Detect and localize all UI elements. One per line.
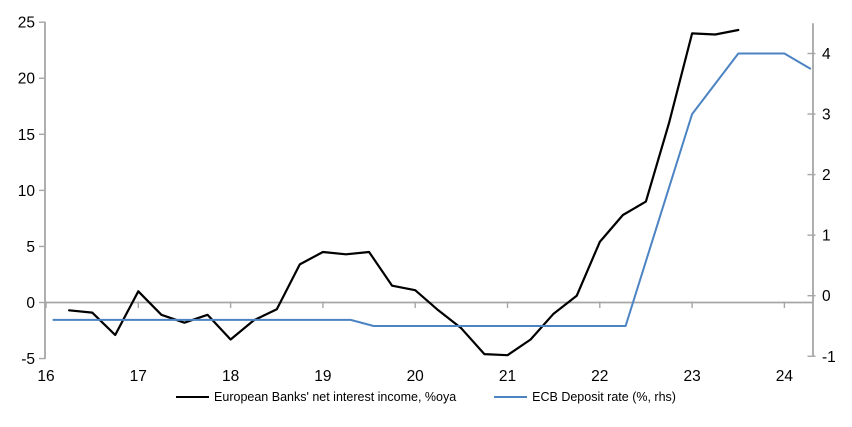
legend-item-net-interest-income: European Banks' net interest income, %oy…	[176, 390, 456, 404]
legend-label-ecb-deposit-rate: ECB Deposit rate (%, rhs)	[532, 390, 676, 404]
right-axis-tick-label: -1	[822, 349, 836, 366]
left-axis-tick-label: 15	[18, 127, 35, 144]
legend-item-ecb-deposit-rate: ECB Deposit rate (%, rhs)	[494, 390, 676, 404]
left-axis-tick-label: 5	[26, 239, 35, 256]
series-line-net-interest-income	[67, 28, 740, 357]
right-axis-tick-label: 4	[822, 46, 831, 63]
series-line-ecb-deposit-rate	[52, 52, 812, 327]
x-axis-tick-label: 19	[314, 368, 331, 385]
left-axis-tick-label: 10	[18, 183, 36, 200]
right-axis-tick-label: 0	[822, 288, 831, 305]
x-axis-tick-label: 18	[222, 368, 239, 385]
right-axis-tick-label: 3	[822, 107, 831, 124]
nii-line-swatch	[176, 396, 210, 398]
x-axis: 16 17 18 19 20 21 22 23 24	[37, 301, 794, 385]
left-axis-tick-label: 20	[18, 71, 36, 88]
x-axis-tick-label: 20	[407, 368, 425, 385]
right-axis: 4 3 2 1 0 -1	[807, 23, 836, 366]
ecb-line-swatch	[494, 396, 528, 398]
x-axis-tick-label: 23	[683, 368, 700, 385]
x-axis-tick-label: 17	[130, 368, 147, 385]
legend-label-net-interest-income: European Banks' net interest income, %oy…	[214, 390, 457, 404]
left-axis-tick-label: -5	[21, 351, 35, 368]
left-axis: 25 20 15 10 5 0 -5	[18, 15, 46, 368]
left-axis-tick-label: 25	[18, 15, 35, 32]
right-axis-tick-label: 1	[822, 228, 831, 245]
x-axis-tick-label: 21	[499, 368, 516, 385]
x-axis-tick-label: 24	[776, 368, 794, 385]
right-axis-tick-label: 2	[822, 167, 831, 184]
x-axis-tick-label: 16	[37, 368, 54, 385]
x-axis-tick-label: 22	[591, 368, 608, 385]
chart-legend: European Banks' net interest income, %oy…	[0, 390, 852, 404]
left-axis-tick-label: 0	[26, 295, 35, 312]
